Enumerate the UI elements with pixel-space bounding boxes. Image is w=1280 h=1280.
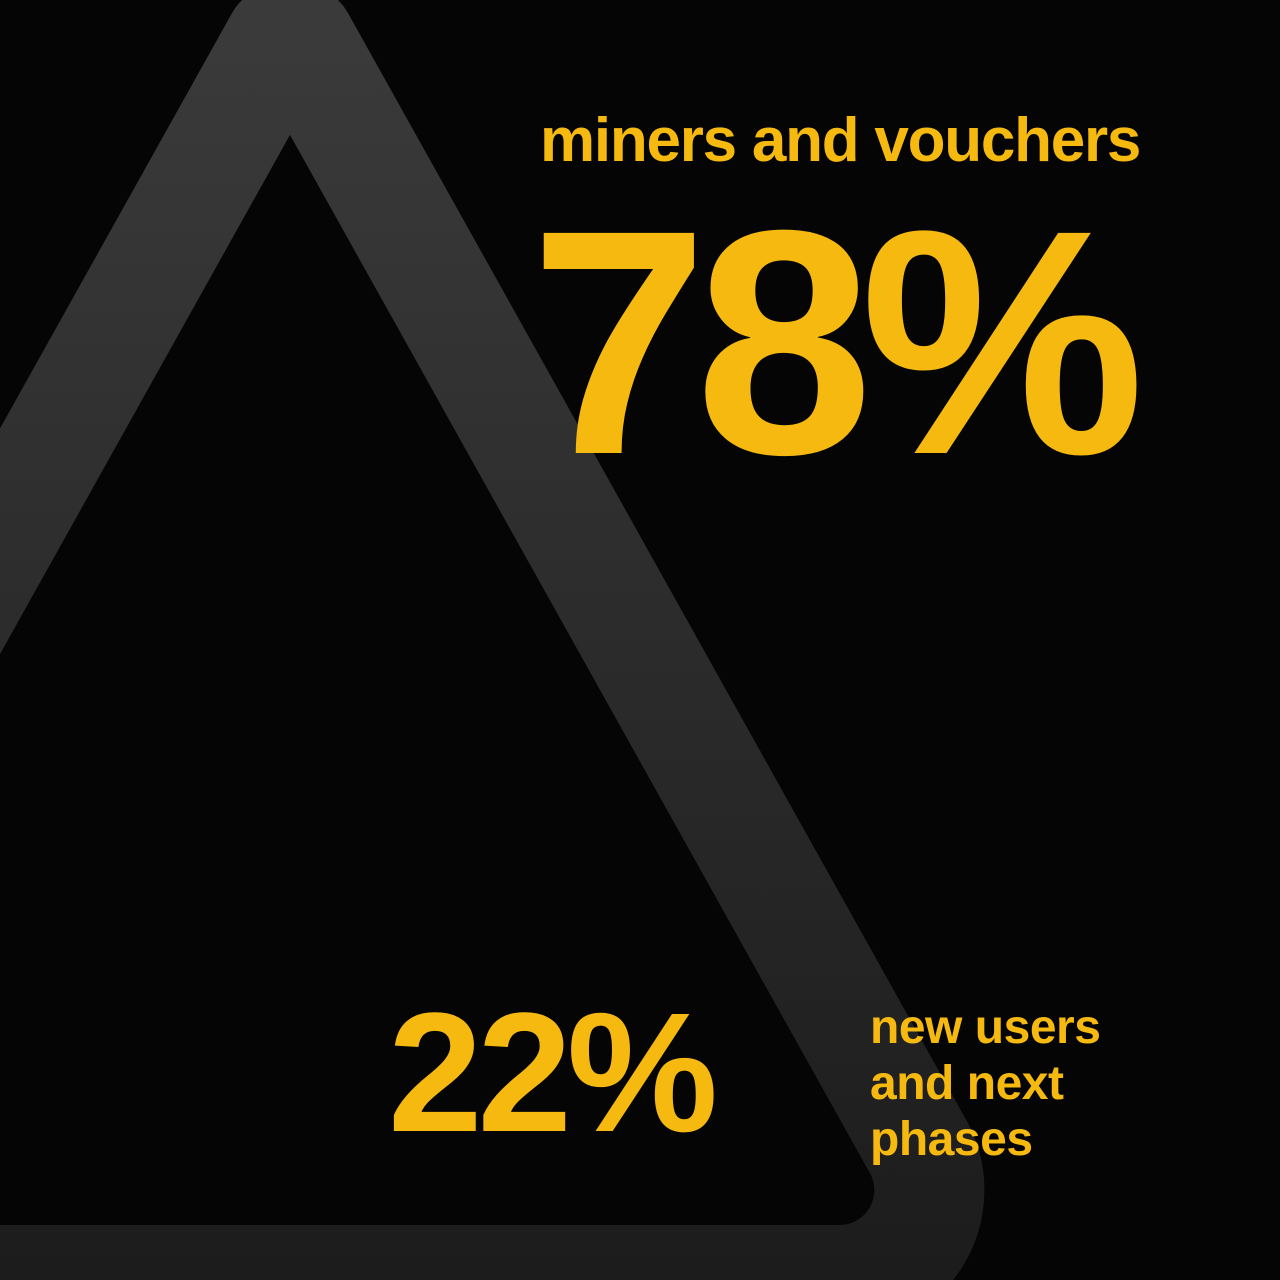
secondary-stat-label: new users and next phases — [870, 1000, 1100, 1168]
secondary-stat-value: 22% — [388, 975, 713, 1171]
infographic-canvas: miners and vouchers 78% 22% new users an… — [0, 0, 1280, 1280]
primary-stat-value: 78% — [530, 158, 1132, 526]
